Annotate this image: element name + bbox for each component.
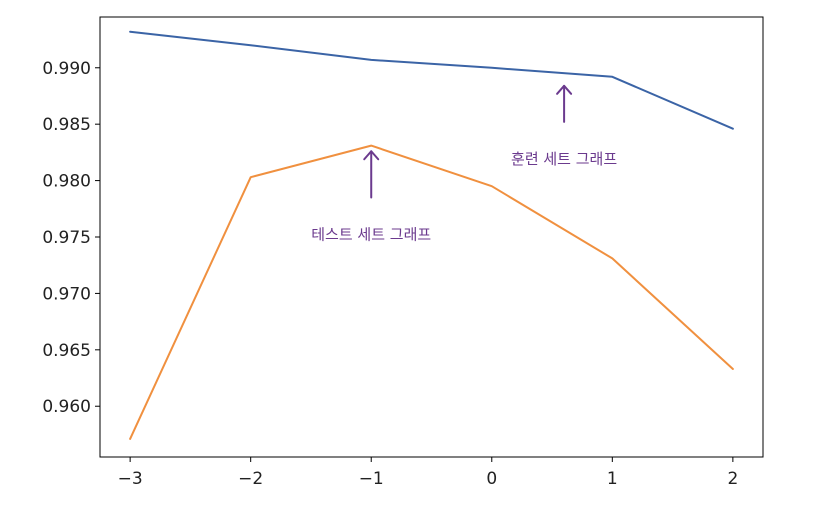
x-tick-label: 2 [727, 469, 738, 489]
x-tick-label: 0 [486, 469, 497, 489]
y-tick-label: 0.970 [42, 284, 91, 304]
y-tick-label: 0.985 [42, 115, 91, 135]
plot-area-frame [99, 16, 764, 458]
x-tick-label: 1 [607, 469, 618, 489]
y-tick-label: 0.975 [42, 228, 91, 248]
annotation-label: 훈련 세트 그래프 [511, 150, 617, 168]
y-tick-label: 0.960 [42, 397, 91, 417]
annotation-arrow-head [363, 150, 380, 161]
annotation-0: 훈련 세트 그래프 [511, 84, 617, 168]
x-tick-label: −2 [238, 469, 263, 489]
y-axis: 0.960 0.965 0.970 0.975 0.980 0.985 0.990 [42, 59, 100, 417]
series-line-0 [129, 30, 734, 130]
x-tick-label: −3 [118, 469, 143, 489]
series-layer [129, 30, 734, 440]
y-tick-label: 0.965 [42, 341, 91, 361]
annotation-label: 테스트 세트 그래프 [311, 226, 431, 244]
x-tick-label: −1 [359, 469, 384, 489]
annotation-arrow-head [556, 84, 573, 95]
y-tick-label: 0.980 [42, 172, 91, 192]
annotation-1: 테스트 세트 그래프 [311, 150, 431, 244]
series-line-1 [129, 144, 734, 440]
x-axis: −3 −2 −1 0 1 2 [118, 457, 738, 489]
y-tick-label: 0.990 [42, 59, 91, 79]
